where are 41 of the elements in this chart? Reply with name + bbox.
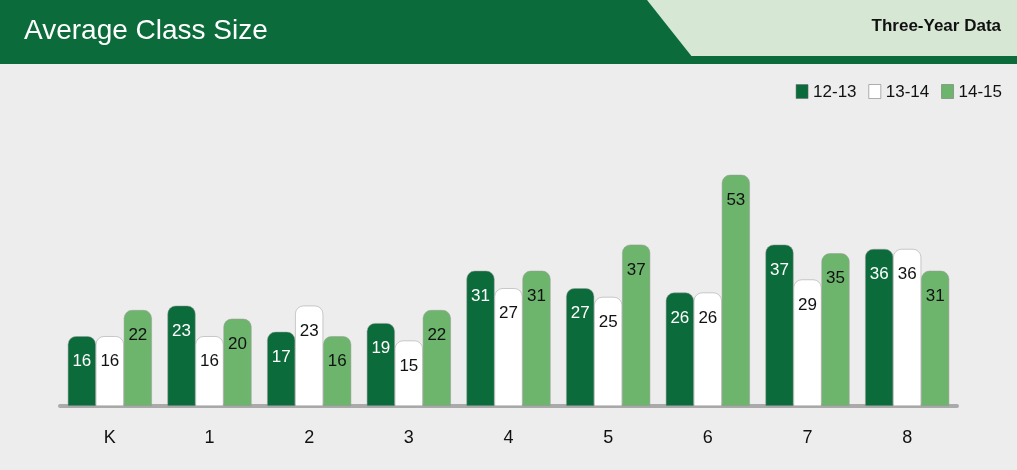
legend-label: 14-15 [958,82,1002,101]
data-label: 22 [128,325,148,345]
data-label: 53 [726,189,746,209]
data-label: 16 [327,351,347,371]
data-label: 17 [271,346,291,366]
data-label: 27 [499,303,518,323]
data-label: 20 [228,333,247,353]
x-tick-label: 8 [902,427,913,447]
data-label: 19 [371,338,391,358]
x-tick-label: 7 [802,427,813,447]
x-tick-label: 1 [204,427,215,447]
data-label: 23 [299,320,319,340]
chart-title: Average Class Size [24,14,268,46]
x-tick-label: 6 [702,427,713,447]
x-tick-label: 5 [603,427,614,447]
data-label: 37 [626,259,646,279]
data-label: 23 [172,320,191,340]
chart-subtitle: Three-Year Data [871,16,1001,36]
data-label: 35 [826,268,845,288]
data-label: 15 [399,355,419,375]
data-label: 26 [670,307,690,327]
data-label: 16 [72,351,92,371]
x-tick-label: K [103,427,116,447]
data-label: 36 [869,263,889,283]
legend-label: 12-13 [813,82,857,101]
data-label: 31 [925,285,945,305]
data-label: 29 [798,294,817,314]
data-label: 27 [570,303,590,323]
x-tick-label: 3 [403,427,414,447]
x-tick-label: 4 [503,427,514,447]
data-label: 36 [897,263,917,283]
data-label: 22 [427,325,447,345]
data-label: 37 [770,259,789,279]
data-label: 31 [527,285,546,305]
data-label: 26 [698,307,718,327]
data-label: 16 [200,351,219,371]
data-label: 16 [100,351,120,371]
data-label: 25 [598,311,618,331]
x-tick-label: 2 [304,427,315,447]
legend-label: 13-14 [885,82,930,101]
data-label: 31 [471,285,490,305]
